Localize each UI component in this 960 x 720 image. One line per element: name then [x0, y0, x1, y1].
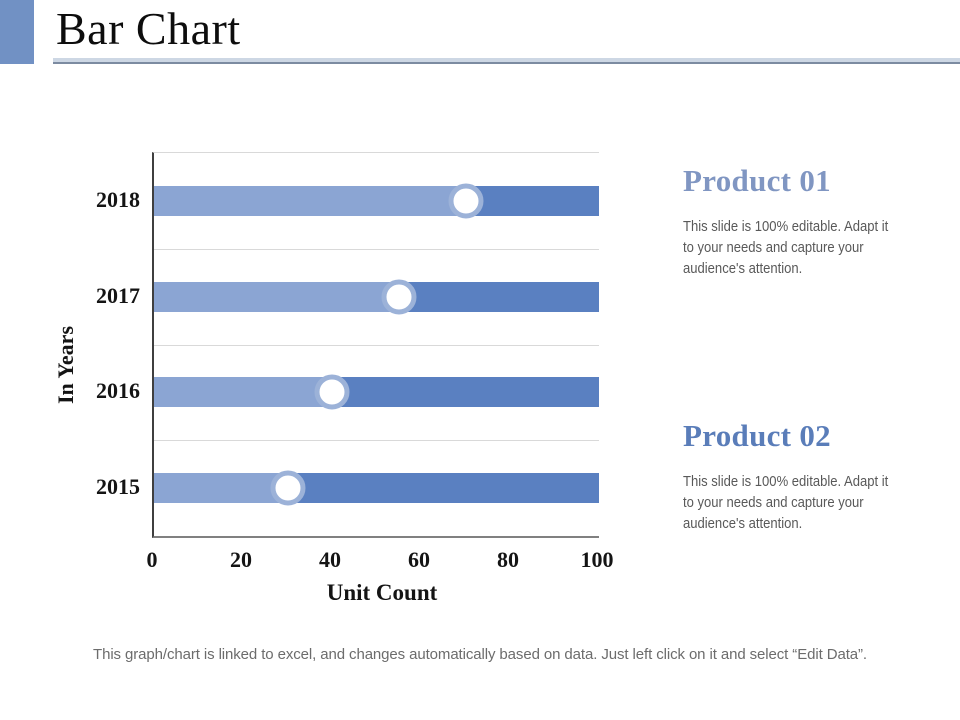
bar-segment-light: [154, 281, 399, 312]
title-accent-bar: [0, 0, 34, 64]
gridline: [154, 248, 599, 250]
slide-title: Bar Chart: [56, 3, 241, 54]
bar-segment-light: [154, 473, 288, 504]
x-tick-100: 100: [580, 547, 614, 572]
bar-segment-light: [154, 185, 466, 216]
bar-marker-2016: [314, 374, 350, 410]
bar-marker-2017: [381, 279, 417, 315]
bar-segment-dark: [465, 185, 599, 216]
category-band-2015: [154, 440, 599, 536]
x-axis-tick-labels: 0 20 40 60 80 100: [147, 547, 614, 575]
product-02-section: Product 02 This slide is 100% editable. …: [683, 418, 933, 534]
x-tick-60: 60: [408, 547, 430, 572]
product-01-section: Product 01 This slide is 100% editable. …: [683, 163, 933, 279]
bar-segment-light: [154, 377, 332, 408]
bar-marker-2018: [448, 183, 483, 219]
category-band-2018: [154, 153, 599, 249]
chart-plot-area[interactable]: [152, 152, 599, 538]
y-tick-2016: 2016: [96, 378, 140, 404]
product-01-title: Product 01: [683, 163, 831, 198]
title-divider: [53, 58, 960, 64]
bar-2018[interactable]: [154, 185, 599, 216]
gridline: [154, 344, 599, 346]
x-tick-0: 0: [146, 547, 158, 572]
bar-segment-dark: [398, 281, 599, 312]
gridline: [154, 440, 599, 442]
y-axis-title: In Years: [53, 325, 78, 405]
bar-marker-2015: [270, 470, 305, 506]
footnote: This graph/chart is linked to excel, and…: [93, 646, 867, 663]
bar-segment-dark: [332, 377, 599, 408]
bar-2015[interactable]: [154, 473, 599, 504]
x-axis-title: Unit Count: [326, 580, 438, 605]
y-tick-2015: 2015: [96, 474, 140, 500]
y-axis-tick-labels: 2018 2017 2016 2015: [82, 152, 140, 535]
bar-2017[interactable]: [154, 281, 599, 312]
x-tick-40: 40: [319, 547, 341, 572]
y-tick-2018: 2018: [96, 186, 140, 212]
bar-2016[interactable]: [154, 377, 599, 408]
category-band-2017: [154, 249, 599, 345]
x-tick-20: 20: [230, 547, 252, 572]
x-tick-80: 80: [497, 547, 519, 572]
bar-segment-dark: [287, 473, 599, 504]
product-02-body: This slide is 100% editable. Adapt it to…: [683, 473, 889, 532]
y-tick-2017: 2017: [96, 282, 140, 308]
product-01-body: This slide is 100% editable. Adapt it to…: [683, 218, 889, 277]
product-02-title: Product 02: [683, 418, 831, 453]
category-band-2016: [154, 345, 599, 441]
